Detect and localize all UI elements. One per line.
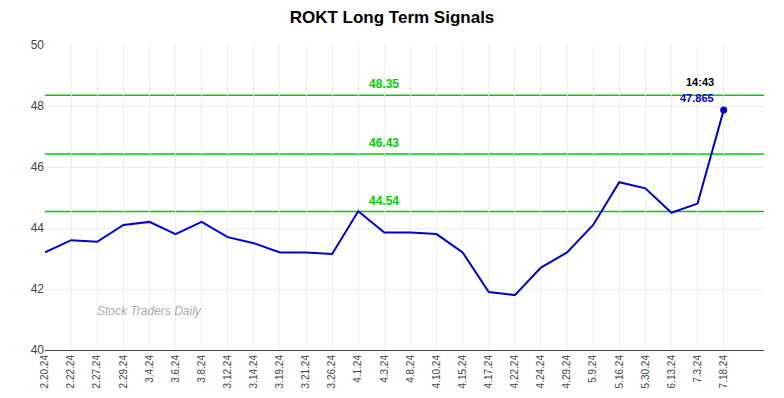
svg-text:2.20.24: 2.20.24 <box>39 355 50 389</box>
svg-text:3.12.24: 3.12.24 <box>222 355 233 389</box>
svg-text:5.16.24: 5.16.24 <box>614 355 625 389</box>
svg-text:4.29.24: 4.29.24 <box>561 355 572 389</box>
svg-text:42: 42 <box>31 282 45 296</box>
svg-text:6.13.24: 6.13.24 <box>666 355 677 389</box>
svg-text:3.14.24: 3.14.24 <box>248 355 259 389</box>
svg-text:46: 46 <box>31 160 45 174</box>
svg-text:47.865: 47.865 <box>680 92 714 104</box>
svg-text:44.54: 44.54 <box>369 194 399 208</box>
svg-text:5.9.24: 5.9.24 <box>587 355 598 383</box>
svg-text:4.8.24: 4.8.24 <box>405 355 416 383</box>
svg-text:3.4.24: 3.4.24 <box>144 355 155 383</box>
svg-text:4.17.24: 4.17.24 <box>483 355 494 389</box>
svg-text:7.3.24: 7.3.24 <box>692 355 703 383</box>
svg-text:40: 40 <box>31 343 45 357</box>
svg-text:2.22.24: 2.22.24 <box>65 355 76 389</box>
svg-text:50: 50 <box>31 38 45 52</box>
svg-text:4.22.24: 4.22.24 <box>509 355 520 389</box>
svg-text:3.21.24: 3.21.24 <box>300 355 311 389</box>
svg-text:3.6.24: 3.6.24 <box>170 355 181 383</box>
svg-text:5.30.24: 5.30.24 <box>640 355 651 389</box>
svg-text:48.35: 48.35 <box>369 77 399 91</box>
svg-text:4.10.24: 4.10.24 <box>431 355 442 389</box>
svg-text:4.24.24: 4.24.24 <box>535 355 546 389</box>
svg-text:3.8.24: 3.8.24 <box>196 355 207 383</box>
svg-text:44: 44 <box>31 221 45 235</box>
svg-text:2.27.24: 2.27.24 <box>91 355 102 389</box>
svg-text:4.1.24: 4.1.24 <box>352 355 363 383</box>
svg-text:7.18.24: 7.18.24 <box>718 355 729 389</box>
svg-text:46.43: 46.43 <box>369 136 399 150</box>
svg-text:ROKT Long Term Signals: ROKT Long Term Signals <box>290 8 495 27</box>
svg-text:3.19.24: 3.19.24 <box>274 355 285 389</box>
svg-text:14:43: 14:43 <box>686 76 714 88</box>
svg-text:48: 48 <box>31 99 45 113</box>
svg-text:Stock Traders Daily: Stock Traders Daily <box>97 304 202 318</box>
svg-text:2.29.24: 2.29.24 <box>118 355 129 389</box>
svg-text:4.3.24: 4.3.24 <box>379 355 390 383</box>
svg-text:4.15.24: 4.15.24 <box>457 355 468 389</box>
svg-text:3.26.24: 3.26.24 <box>326 355 337 389</box>
